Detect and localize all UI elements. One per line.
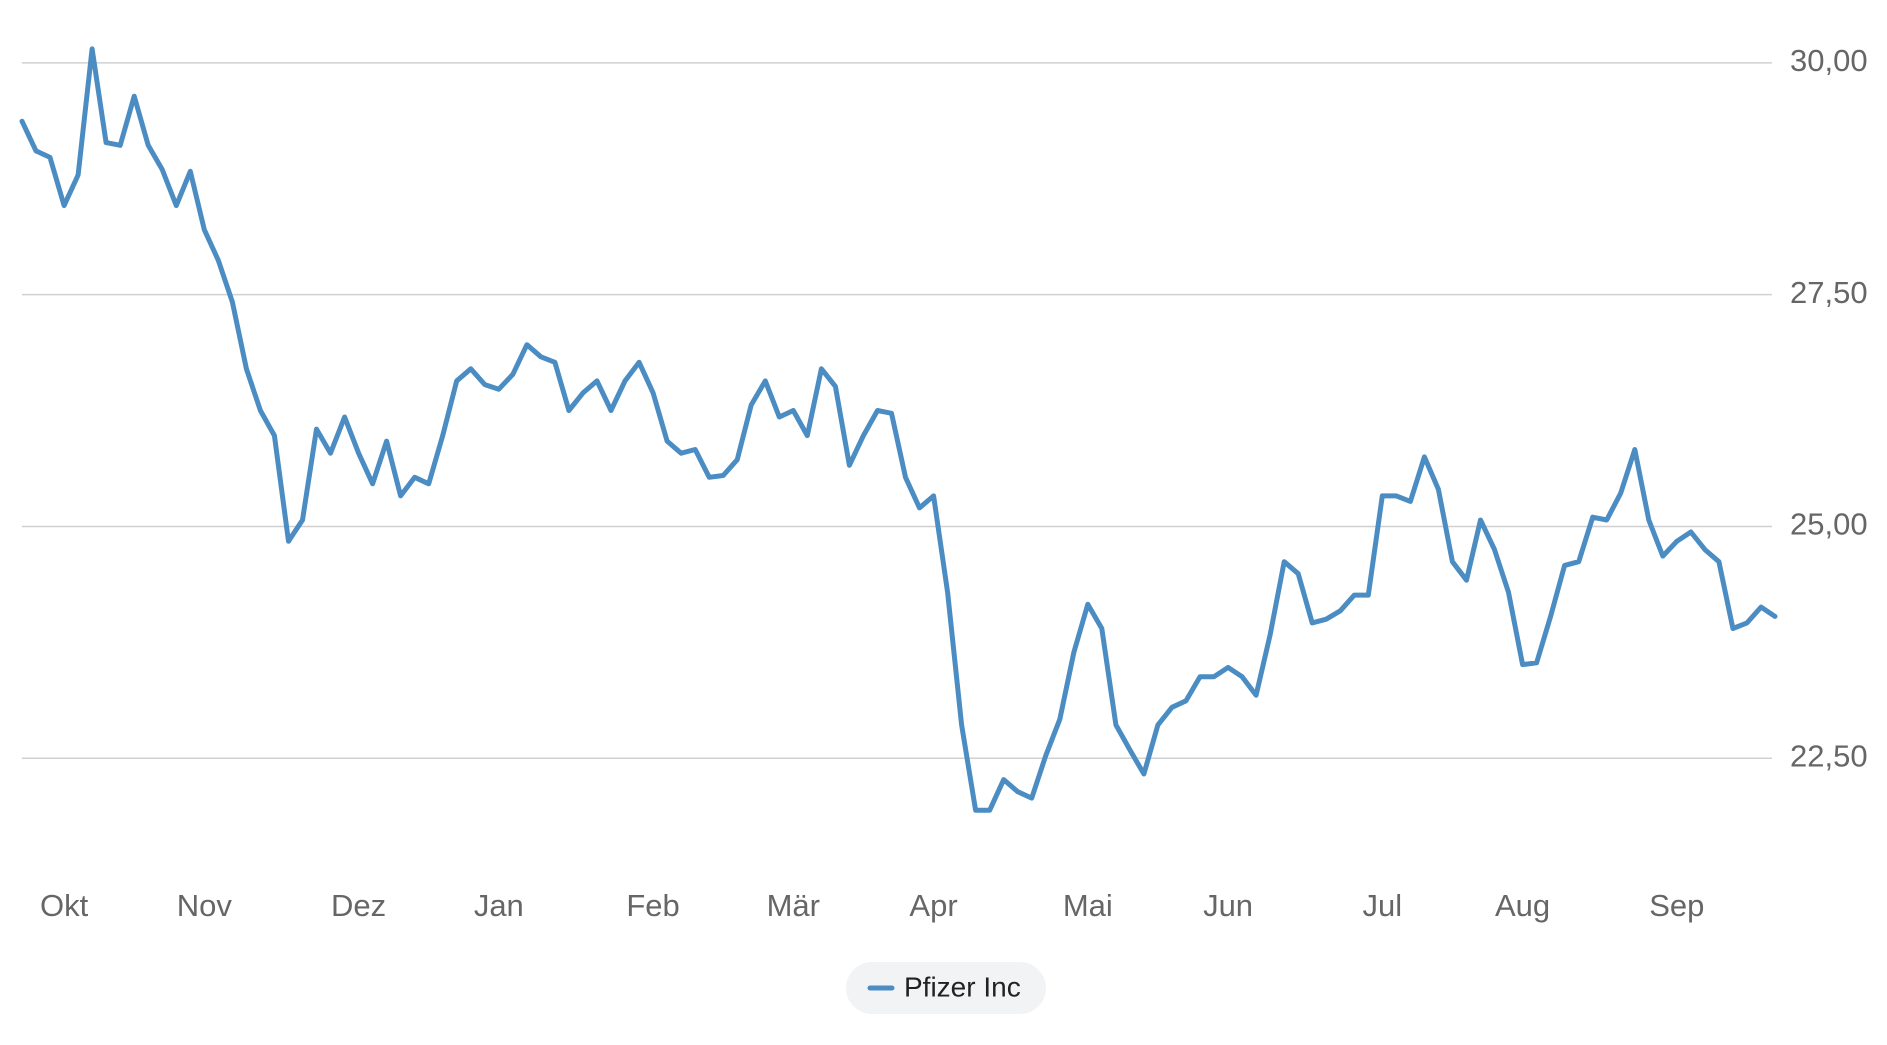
x-tick-label: Jul	[1363, 888, 1403, 923]
x-tick-label: Aug	[1495, 888, 1550, 923]
x-tick-label: Sep	[1649, 888, 1704, 923]
legend-label: Pfizer Inc	[904, 971, 1021, 1002]
x-tick-label: Okt	[40, 888, 89, 923]
y-tick-label: 25,00	[1790, 507, 1868, 542]
x-tick-label: Mär	[767, 888, 820, 923]
y-tick-label: 30,00	[1790, 43, 1868, 78]
legend-pill	[846, 962, 1046, 1014]
x-tick-label: Feb	[626, 888, 679, 923]
y-tick-label: 27,50	[1790, 275, 1868, 310]
x-tick-label: Jun	[1203, 888, 1253, 923]
x-tick-label: Mai	[1063, 888, 1113, 923]
x-tick-label: Nov	[177, 888, 233, 923]
y-tick-label: 22,50	[1790, 738, 1868, 773]
x-tick-label: Jan	[474, 888, 524, 923]
price-line	[19, 46, 1778, 813]
x-tick-label: Apr	[909, 888, 957, 923]
legend: Pfizer Inc	[846, 962, 1046, 1014]
x-tick-label: Dez	[331, 888, 386, 923]
